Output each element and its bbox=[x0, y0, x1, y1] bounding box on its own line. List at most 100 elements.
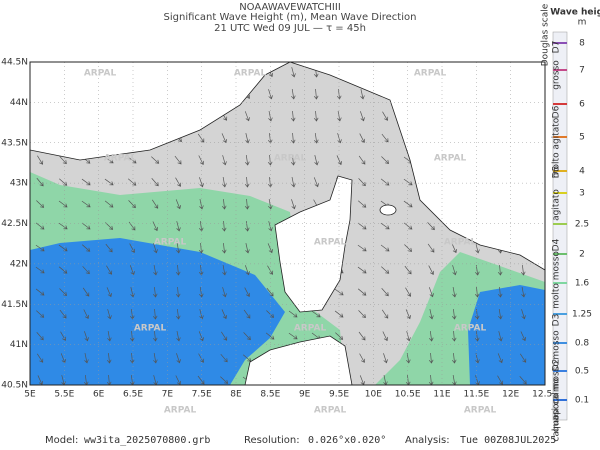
x-axis-label: 6.5E bbox=[123, 390, 143, 400]
wave-arrow bbox=[521, 309, 526, 320]
wave-arrow bbox=[106, 287, 112, 298]
wave-arrow bbox=[244, 111, 250, 122]
wave-arrow bbox=[175, 286, 181, 298]
watermark: ARPAL bbox=[314, 406, 347, 416]
wave-arrow bbox=[265, 332, 275, 340]
wave-arrow bbox=[245, 220, 250, 232]
wave-arrow bbox=[175, 177, 182, 187]
wave-arrow bbox=[497, 286, 503, 298]
wave-arrow bbox=[175, 264, 181, 276]
x-axis-label: 9E bbox=[299, 390, 311, 400]
wave-arrow bbox=[59, 156, 67, 165]
wave-arrow bbox=[403, 222, 413, 230]
wave-arrow bbox=[359, 353, 366, 363]
wave-arrow bbox=[176, 243, 181, 254]
watermark: ARPAL bbox=[434, 154, 467, 164]
wave-arrow bbox=[358, 310, 366, 319]
wave-arrow bbox=[451, 352, 457, 364]
colorbar-label: 0.5 bbox=[575, 367, 589, 377]
wave-arrow bbox=[197, 133, 205, 143]
wave-arrow bbox=[360, 111, 365, 122]
wave-arrow bbox=[267, 265, 274, 275]
wave-arrow bbox=[176, 353, 181, 364]
wave-arrow bbox=[129, 243, 136, 253]
x-axis-label: 7.5E bbox=[192, 390, 212, 400]
wave-arrow bbox=[35, 244, 45, 252]
x-axis-label: 10E bbox=[365, 390, 382, 400]
wave-arrow bbox=[335, 332, 344, 340]
wave-arrow bbox=[198, 242, 204, 254]
wave-arrow bbox=[220, 376, 229, 384]
wave-arrow bbox=[382, 331, 389, 342]
colorbar-frame bbox=[552, 31, 568, 421]
douglas-label: D7 bbox=[552, 41, 562, 54]
wave-arrow bbox=[221, 133, 227, 144]
wave-arrow bbox=[382, 111, 389, 121]
wave-arrow bbox=[497, 375, 504, 385]
y-axis-label: 41.5N bbox=[1, 300, 28, 310]
wave-arrow bbox=[199, 287, 204, 298]
y-axis-label: 41N bbox=[10, 340, 28, 350]
y-axis-label: 43N bbox=[10, 179, 28, 189]
colorbar: Wave height m Douglas scale 8 7 6 5 4 3 2.5 2 1.… bbox=[541, 3, 600, 441]
wave-arrow bbox=[429, 330, 434, 342]
wave-arrow bbox=[405, 287, 412, 297]
colorbar-label: 7 bbox=[579, 66, 585, 76]
wave-arrow bbox=[221, 242, 227, 254]
wave-arrow bbox=[266, 310, 275, 318]
wave-arrow bbox=[404, 265, 412, 275]
wave-arrow bbox=[153, 243, 158, 254]
x-axis-label: 8E bbox=[230, 390, 242, 400]
wave-arrow bbox=[81, 178, 91, 186]
x-axis-label: 9.5E bbox=[329, 390, 349, 400]
colorbar-label: 4 bbox=[579, 167, 585, 177]
douglas-label: D5 bbox=[552, 166, 562, 179]
wave-arrow bbox=[244, 176, 250, 188]
wave-arrow bbox=[359, 133, 366, 144]
wave-arrow bbox=[451, 308, 457, 320]
footer-resolution: 0.026°x0.020° bbox=[308, 435, 386, 446]
wave-arrow bbox=[60, 331, 67, 341]
wave-arrow bbox=[83, 309, 90, 320]
wave-arrow bbox=[175, 308, 181, 320]
model-name: NOAAWAVEWATCHIII bbox=[239, 2, 341, 13]
y-axis-label: 42N bbox=[10, 259, 28, 269]
wave-arrow bbox=[427, 243, 435, 253]
land bbox=[30, 62, 545, 385]
wave-arrow bbox=[128, 200, 136, 209]
wave-arrow bbox=[84, 331, 89, 342]
x-axis-label: 12E bbox=[502, 390, 519, 400]
wave-arrow bbox=[244, 198, 250, 210]
y-axis-label: 40.5N bbox=[1, 381, 28, 391]
wave-arrow bbox=[428, 265, 435, 275]
colorbar-label: 0.1 bbox=[575, 396, 589, 406]
wave-arrow bbox=[152, 286, 158, 298]
watermark: ARPAL bbox=[164, 406, 197, 416]
wave-arrow bbox=[104, 200, 114, 208]
wave-arrow bbox=[59, 309, 67, 319]
wave-arrow bbox=[222, 265, 227, 276]
wave-arrow bbox=[198, 331, 204, 342]
wave-arrow bbox=[104, 178, 114, 186]
wave-arrow bbox=[244, 287, 251, 297]
wave-arrow bbox=[58, 222, 68, 230]
wave-arrow bbox=[519, 353, 527, 363]
douglas-label: grosso bbox=[552, 60, 562, 90]
wave-arrow bbox=[360, 89, 365, 100]
wave-arrow bbox=[222, 177, 227, 188]
elba bbox=[379, 204, 397, 216]
wave-arrow bbox=[291, 199, 296, 210]
wave-arrow bbox=[452, 287, 457, 298]
wave-arrow bbox=[358, 178, 366, 187]
wave-arrow bbox=[220, 353, 228, 363]
wave-arrow bbox=[152, 221, 159, 232]
wave-arrow bbox=[81, 222, 91, 230]
wave-arrow bbox=[36, 353, 44, 363]
x-axis-label: 12.5E bbox=[532, 390, 558, 400]
wave-arrow bbox=[81, 200, 91, 208]
wave-arrow bbox=[429, 309, 434, 320]
douglas-label: molto mosso bbox=[552, 251, 562, 309]
wave-arrow bbox=[314, 155, 319, 166]
wave-arrow bbox=[381, 266, 390, 274]
wave-arrow bbox=[59, 288, 67, 296]
